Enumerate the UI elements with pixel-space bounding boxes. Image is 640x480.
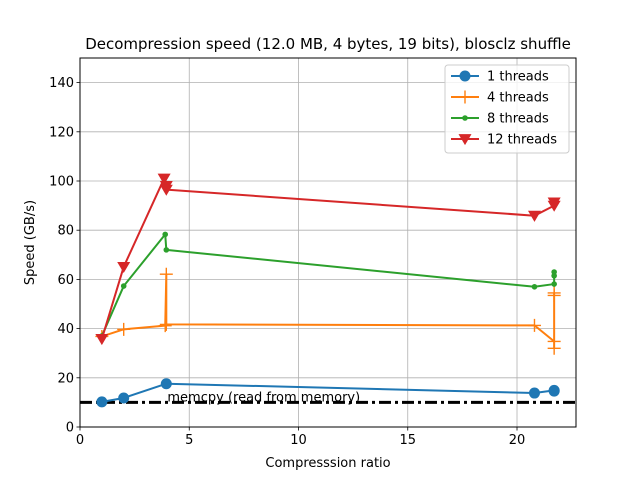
data-point [118, 392, 130, 404]
y-tick-label: 140 [49, 76, 74, 91]
series-line [101, 273, 556, 350]
y-tick-label: 20 [57, 371, 74, 386]
x-tick-label: 10 [290, 433, 307, 448]
chart-title: Decompression speed (12.0 MB, 4 bytes, 1… [85, 35, 571, 53]
series-1 [95, 267, 561, 355]
x-axis-label: Compresssion ratio [265, 456, 390, 471]
legend: 1 threads 4 threads 8 threads 12 threads [444, 64, 570, 154]
x-tick-label: 5 [185, 433, 193, 448]
legend-swatch-marker [459, 70, 471, 82]
data-point [531, 283, 538, 290]
legend-item: 8 threads [451, 112, 549, 127]
data-point [120, 283, 127, 289]
legend-item: 1 threads [451, 70, 549, 85]
legend-swatch-marker [462, 115, 468, 121]
x-tick-label: 20 [509, 433, 526, 448]
data-point [162, 231, 169, 238]
data-point [158, 319, 172, 333]
y-tick-label: 80 [57, 224, 74, 239]
legend-label: 4 threads [487, 91, 549, 106]
data-point [95, 334, 109, 346]
data-point [159, 267, 173, 281]
data-point [547, 341, 561, 355]
y-axis-label: Speed (GB/s) [23, 200, 38, 285]
reference-line-group: memcpy (read from memory) [80, 390, 576, 405]
data-point [117, 261, 131, 274]
memcpy-reference-label: memcpy (read from memory) [167, 390, 360, 405]
data-point [159, 184, 173, 196]
data-point [547, 197, 561, 209]
legend-label: 1 threads [487, 70, 549, 85]
data-point [527, 210, 541, 222]
data-point [551, 281, 557, 287]
series-2 [99, 231, 557, 339]
x-tick-label: 0 [76, 433, 84, 448]
data-point [527, 318, 541, 332]
data-point [159, 317, 173, 331]
data-point [160, 378, 172, 390]
legend-item: 4 threads [451, 90, 549, 106]
plot-frame [79, 57, 577, 428]
data-point [163, 247, 170, 253]
legend-label: 12 threads [487, 133, 557, 148]
legend-swatch-marker [458, 134, 472, 146]
legend-item: 12 threads [451, 133, 557, 148]
series-group [95, 173, 561, 408]
legend-box [444, 64, 570, 154]
data-point [528, 387, 540, 399]
data-point [117, 322, 131, 336]
y-tick-label: 100 [49, 175, 74, 190]
data-point [157, 173, 171, 185]
data-point [551, 269, 557, 275]
ticks: 0 5 10 15 20 0 20 40 60 80 100 120 140 [49, 76, 525, 448]
y-tick-label: 120 [49, 125, 74, 140]
data-point [547, 286, 561, 300]
legend-label: 8 threads [487, 112, 549, 127]
y-tick-label: 40 [57, 322, 74, 337]
x-tick-label: 15 [399, 433, 416, 448]
legend-swatch-marker [458, 90, 472, 104]
series-0 [96, 378, 560, 408]
y-tick-label: 60 [57, 273, 74, 288]
data-point [96, 396, 108, 408]
y-tick-label: 0 [66, 421, 74, 436]
data-point [548, 385, 560, 397]
series-3 [95, 173, 561, 346]
